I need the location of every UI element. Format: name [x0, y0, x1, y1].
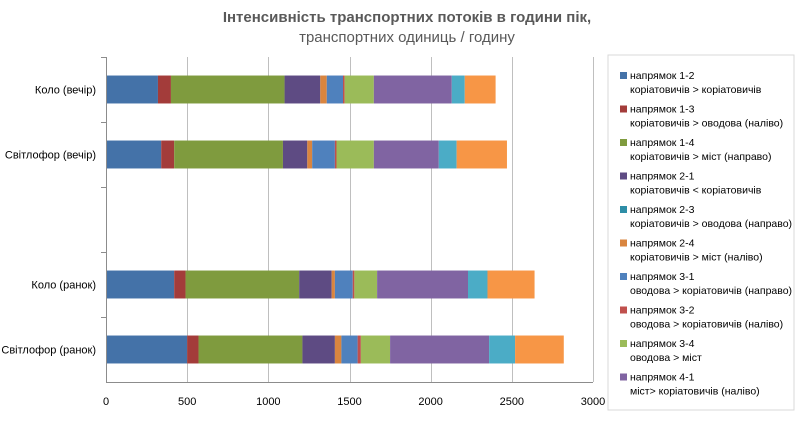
bar-segment-c0-s6 [326, 75, 344, 104]
bar-segment-c0-s11 [464, 75, 496, 104]
bar-segment-c3-s11 [487, 270, 535, 299]
bar-segment-c3-s2 [185, 270, 300, 299]
bar-segment-c4-s11 [515, 335, 564, 364]
x-tick-label-3: 1500 [337, 396, 361, 408]
bar-segment-c4-s7 [357, 335, 361, 364]
bar-segment-c0-s5 [320, 75, 327, 104]
bar-segment-c3-s1 [174, 270, 186, 299]
chart-subtitle: транспортних одиниць / годину [299, 29, 515, 46]
legend-sublabel-1: коріатовичів > оводова (наліво) [630, 118, 783, 130]
bar-segment-c4-s1 [187, 335, 199, 364]
axis-layer: 0 500 1000 1500 2000 2500 3000 Коло (вечір) Світ… [1, 57, 605, 408]
legend-sublabel-5: коріатовичів > міст (наліво) [630, 252, 763, 264]
legend-sublabel-9: міст> коріатовичів (наліво) [630, 386, 760, 398]
bar-segment-c1-s6 [312, 140, 335, 169]
legend-label-0: напрямок 1-2 [630, 70, 695, 82]
bar-segment-c3-s0 [106, 270, 175, 299]
legend-swatch-7 [620, 306, 627, 314]
bar-segment-c1-s1 [161, 140, 175, 169]
bar-segment-c3-s3 [299, 270, 332, 299]
legend-swatch-5 [620, 239, 627, 247]
legend-frame [607, 54, 795, 411]
bar-segment-c1-s0 [106, 140, 162, 169]
legend-label-1: напрямок 1-3 [630, 104, 695, 116]
legend-label-8: напрямок 3-4 [630, 338, 695, 350]
legend-label-9: напрямок 4-1 [630, 372, 695, 384]
bar-segment-c1-s7 [334, 140, 337, 169]
bar-segment-c1-s9 [373, 140, 439, 169]
bar-segment-c4-s8 [360, 335, 391, 364]
legend-swatch-1 [620, 105, 627, 113]
bar-segment-c1-s3 [282, 140, 308, 169]
bar-segment-c1-s8 [336, 140, 374, 169]
legend-sublabel-8: оводова > міст [630, 352, 702, 364]
bar-segment-c0-s1 [157, 75, 171, 104]
bar-segment-c3-s5 [331, 270, 335, 299]
legend-swatch-9 [620, 373, 627, 381]
legend-sublabel-0: коріатовичів > коріатовичів [630, 84, 762, 96]
legend-sublabel-2: коріатовичів > міст (направо) [630, 151, 771, 163]
bar-segment-c3-s8 [354, 270, 378, 299]
x-tick-label-5: 2500 [500, 396, 524, 408]
category-label-4: Світлофор (ранок) [1, 345, 96, 357]
x-tick-label-0: 0 [103, 396, 109, 408]
bar-segment-c0-s0 [106, 75, 158, 104]
bar-segment-c1-s2 [174, 140, 283, 169]
bar-segment-c3-s9 [377, 270, 469, 299]
bar-segment-c0-s10 [451, 75, 465, 104]
bar-segment-c4-s5 [334, 335, 342, 364]
legend-swatch-2 [620, 139, 627, 146]
legend-swatch-3 [620, 172, 627, 180]
x-tick-label-2: 1000 [256, 396, 280, 408]
bar-segment-c1-s10 [438, 140, 457, 169]
legend-swatch-4 [620, 206, 627, 213]
category-label-3: Коло (ранок) [31, 280, 96, 292]
bar-segment-c0-s8 [344, 75, 374, 104]
legend-sublabel-6: оводова > коріатовичів (направо) [630, 285, 792, 297]
bar-segment-c3-s7 [352, 270, 355, 299]
legend-label-2: напрямок 1-4 [630, 137, 695, 149]
category-label-1: Світлофор (вечір) [5, 150, 96, 162]
bar-segment-c4-s2 [198, 335, 303, 364]
legend-label-4: напрямок 2-3 [630, 204, 695, 216]
bar-segment-c4-s9 [390, 335, 490, 364]
bar-segment-c3-s10 [468, 270, 488, 299]
bar-segment-c0-s2 [170, 75, 285, 104]
bar-segment-c1-s11 [456, 140, 507, 169]
legend-swatch-8 [620, 340, 627, 347]
bars-layer [106, 75, 564, 364]
legend-sublabel-3: коріатовичів < коріатовичів [630, 185, 762, 197]
chart-title: Інтенсивність транспортних потоків в год… [223, 9, 591, 26]
bar-segment-c4-s0 [106, 335, 188, 364]
x-tick-label-4: 2000 [418, 396, 442, 408]
legend-label-6: напрямок 3-1 [630, 271, 695, 283]
bar-segment-c4-s10 [489, 335, 516, 364]
legend-swatch-6 [620, 273, 627, 280]
bar-segment-c3-s6 [334, 270, 353, 299]
x-tick-label-1: 500 [178, 396, 196, 408]
bar-segment-c4-s6 [341, 335, 358, 364]
grid-layer [187, 57, 594, 382]
bar-segment-c0-s9 [373, 75, 452, 104]
legend: напрямок 1-2 коріатовичів > коріатовичів н… [607, 54, 795, 411]
bar-segment-c1-s5 [307, 140, 313, 169]
bar-segment-c0-s7 [343, 75, 345, 104]
bar-segment-c0-s3 [284, 75, 321, 104]
legend-sublabel-7: оводова > коріатовичів (наліво) [630, 319, 783, 331]
category-label-0: Коло (вечір) [35, 85, 96, 97]
bar-segment-c4-s3 [302, 335, 335, 364]
legend-label-7: напрямок 3-2 [630, 305, 695, 317]
x-tick-label-6: 3000 [581, 396, 605, 408]
legend-label-3: напрямок 2-1 [630, 171, 695, 183]
legend-swatch-0 [620, 72, 627, 79]
legend-sublabel-4: коріатовичів > оводова (направо) [630, 218, 792, 230]
legend-label-5: напрямок 2-4 [630, 238, 695, 250]
